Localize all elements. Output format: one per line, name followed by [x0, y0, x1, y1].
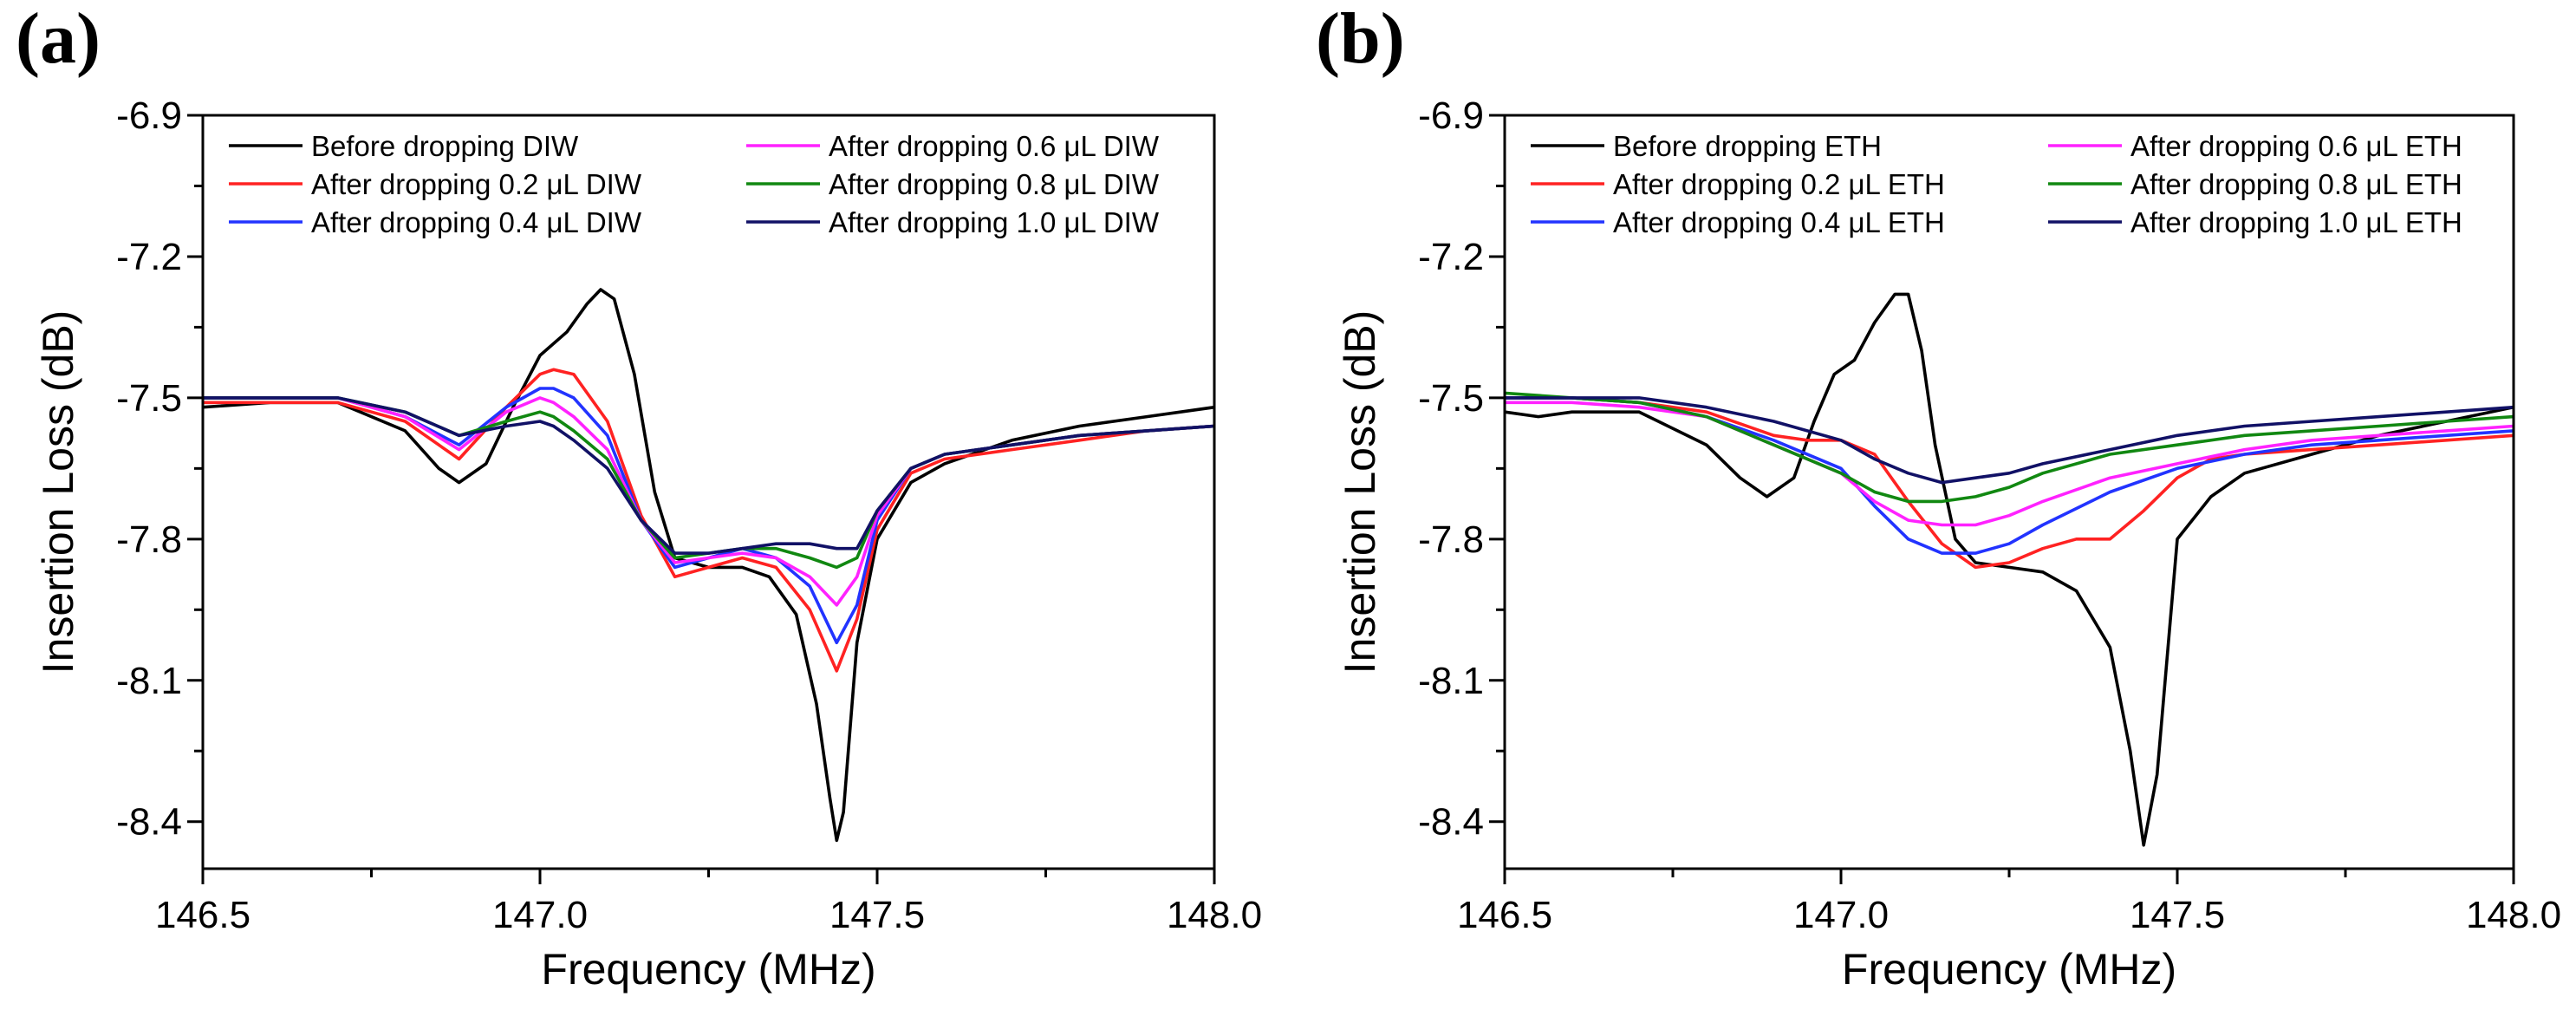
x-tick-label: 147.0 — [1793, 894, 1889, 936]
panel-label: (a) — [16, 0, 101, 79]
y-tick-label: -8.1 — [1418, 660, 1484, 702]
series-group — [203, 288, 1214, 843]
y-tick-label: -7.2 — [116, 236, 182, 278]
x-tick-label: 146.5 — [1457, 894, 1552, 936]
panel-b: (b) 146.5 147.0 147.5 148.0 -6.9 -7.2 -7.5 -7.8 -… — [1316, 0, 2561, 994]
panel-a: (a) 146.5 147.0 147.5 148.0 -6.9 -7.2 -7.5 -7.8 -… — [16, 0, 1262, 994]
x-tick-label: 148.0 — [1167, 894, 1262, 936]
x-tick-label: 146.5 — [155, 894, 250, 936]
series-line-4 — [203, 396, 1214, 570]
x-tick-label: 148.0 — [2466, 894, 2561, 936]
y-tick-label: -6.9 — [1418, 94, 1484, 137]
legend-entry: After dropping 1.0 μL ETH — [2130, 206, 2462, 238]
y-tick-label: -7.8 — [116, 518, 182, 561]
y-tick-label: -8.1 — [116, 660, 182, 702]
y-tick-label: -7.5 — [116, 377, 182, 420]
legend-entry: After dropping 0.2 μL ETH — [1613, 168, 1945, 200]
legend-entry: After dropping 0.2 μL DIW — [311, 168, 642, 200]
x-axis-label: Frequency (MHz) — [541, 945, 875, 994]
series-line-2 — [203, 387, 1214, 645]
legend-entry: After dropping 0.6 μL DIW — [829, 130, 1160, 162]
legend-entry: After dropping 0.8 μL DIW — [829, 168, 1160, 200]
panel-label: (b) — [1316, 0, 1405, 79]
x-tick-label: 147.5 — [2130, 894, 2225, 936]
series-line-0 — [1505, 292, 2514, 847]
legend-entry: After dropping 0.4 μL ETH — [1613, 206, 1945, 238]
series-line-0 — [203, 288, 1214, 843]
y-tick-label: -7.2 — [1418, 236, 1484, 278]
x-tick-label: 147.0 — [492, 894, 588, 936]
y-tick-label: -6.9 — [116, 94, 182, 137]
series-line-1 — [1505, 396, 2514, 570]
series-line-1 — [203, 368, 1214, 673]
legend-entry: Before dropping DIW — [311, 130, 579, 162]
x-axis-label: Frequency (MHz) — [1842, 945, 2176, 994]
y-axis-label: Insertion Loss (dB) — [1336, 310, 1384, 674]
y-tick-label: -7.8 — [1418, 518, 1484, 561]
y-tick-label: -8.4 — [1418, 801, 1484, 844]
series-line-5 — [203, 396, 1214, 555]
legend: Before dropping ETH After dropping 0.2 μL… — [1531, 130, 2462, 238]
y-tick-label: -7.5 — [1418, 377, 1484, 420]
legend-entry: After dropping 0.4 μL DIW — [311, 206, 642, 238]
legend-entry: After dropping 1.0 μL DIW — [829, 206, 1160, 238]
series-line-4 — [1505, 391, 2514, 504]
legend-entry: Before dropping ETH — [1613, 130, 1882, 162]
y-axis-label: Insertion Loss (dB) — [34, 310, 82, 674]
y-tick-label: -8.4 — [116, 801, 182, 844]
legend: Before dropping DIW After dropping 0.2 μL… — [229, 130, 1160, 238]
legend-entry: After dropping 0.6 μL ETH — [2130, 130, 2462, 162]
series-line-5 — [1505, 396, 2514, 485]
x-tick-label: 147.5 — [829, 894, 925, 936]
series-group — [1505, 292, 2514, 847]
legend-entry: After dropping 0.8 μL ETH — [2130, 168, 2462, 200]
